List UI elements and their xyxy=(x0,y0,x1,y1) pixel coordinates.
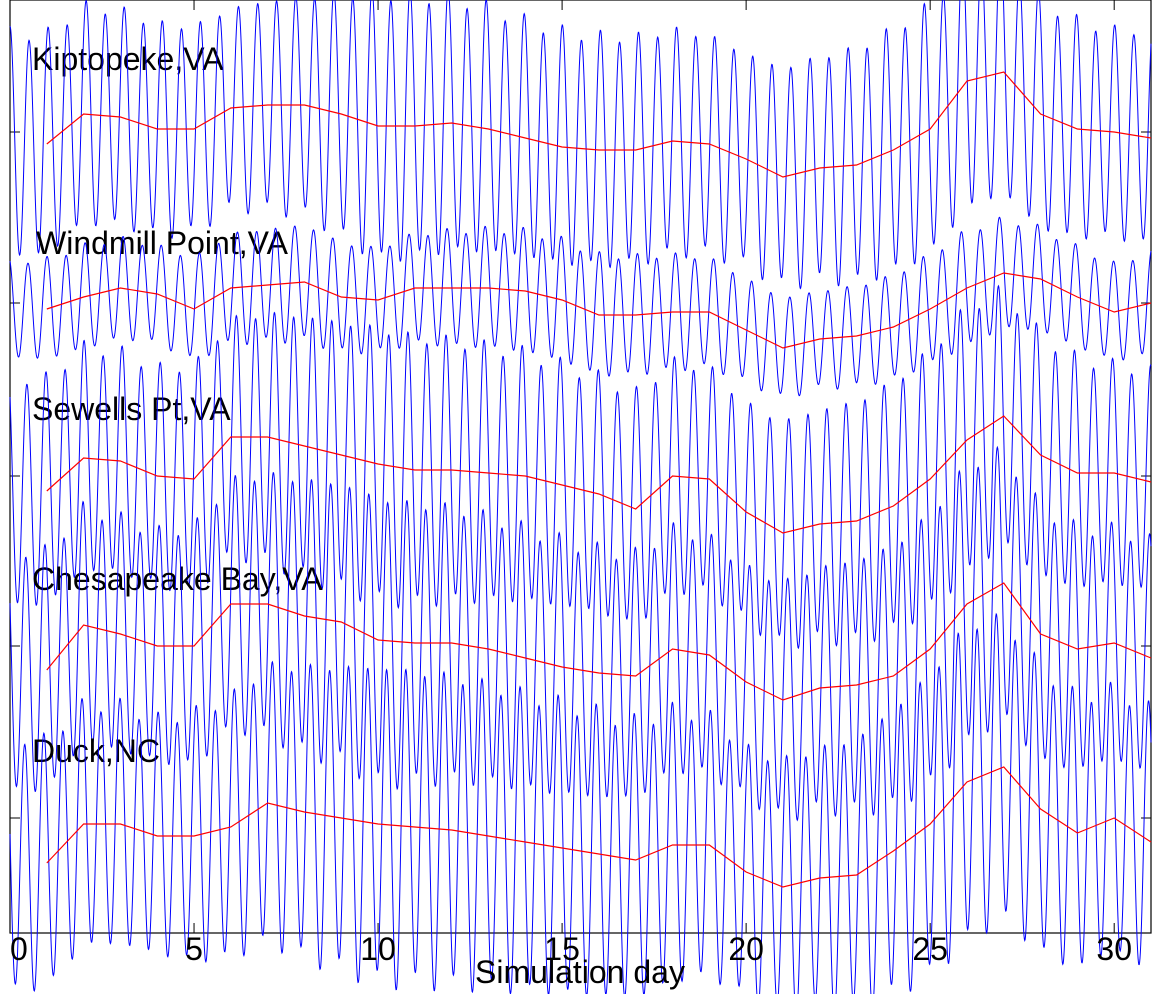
subtidal-series xyxy=(46,272,1152,349)
x-tick-label: 10 xyxy=(360,931,396,967)
subtidal-series xyxy=(46,766,1152,888)
x-tick-label: 5 xyxy=(185,931,203,967)
station-panel: Duck,NC xyxy=(9,612,1152,994)
station-panel: Sewells Pt,VA xyxy=(9,284,1152,650)
x-tick-label: 30 xyxy=(1096,931,1132,967)
x-tick-label: 20 xyxy=(728,931,764,967)
observed-series xyxy=(9,612,1152,994)
plot-frame xyxy=(9,0,1152,934)
subtidal-series xyxy=(46,415,1152,534)
observed-series xyxy=(9,445,1152,822)
observed-series xyxy=(9,0,1152,290)
station-label: Sewells Pt,VA xyxy=(32,391,231,427)
station-panel: Windmill Point,VA xyxy=(9,216,1152,397)
x-axis-ticks: 0 5 10 15 20 25 30 xyxy=(9,0,1132,967)
station-label: Windmill Point,VA xyxy=(36,225,289,261)
x-tick-label: 25 xyxy=(912,931,948,967)
station-label: Duck,NC xyxy=(32,733,160,769)
observed-series xyxy=(9,284,1152,650)
station-panel: Kiptopeke,VA xyxy=(9,0,1152,290)
subtidal-series xyxy=(46,582,1152,701)
observed-series xyxy=(9,216,1152,397)
x-tick-label: 15 xyxy=(544,931,580,967)
x-axis-label: Simulation day xyxy=(475,954,685,990)
station-label: Chesapeake Bay,VA xyxy=(32,561,323,597)
x-tick-label: 0 xyxy=(10,931,28,967)
station-panel: Chesapeake Bay,VA xyxy=(9,445,1152,822)
subtidal-series xyxy=(46,71,1152,178)
